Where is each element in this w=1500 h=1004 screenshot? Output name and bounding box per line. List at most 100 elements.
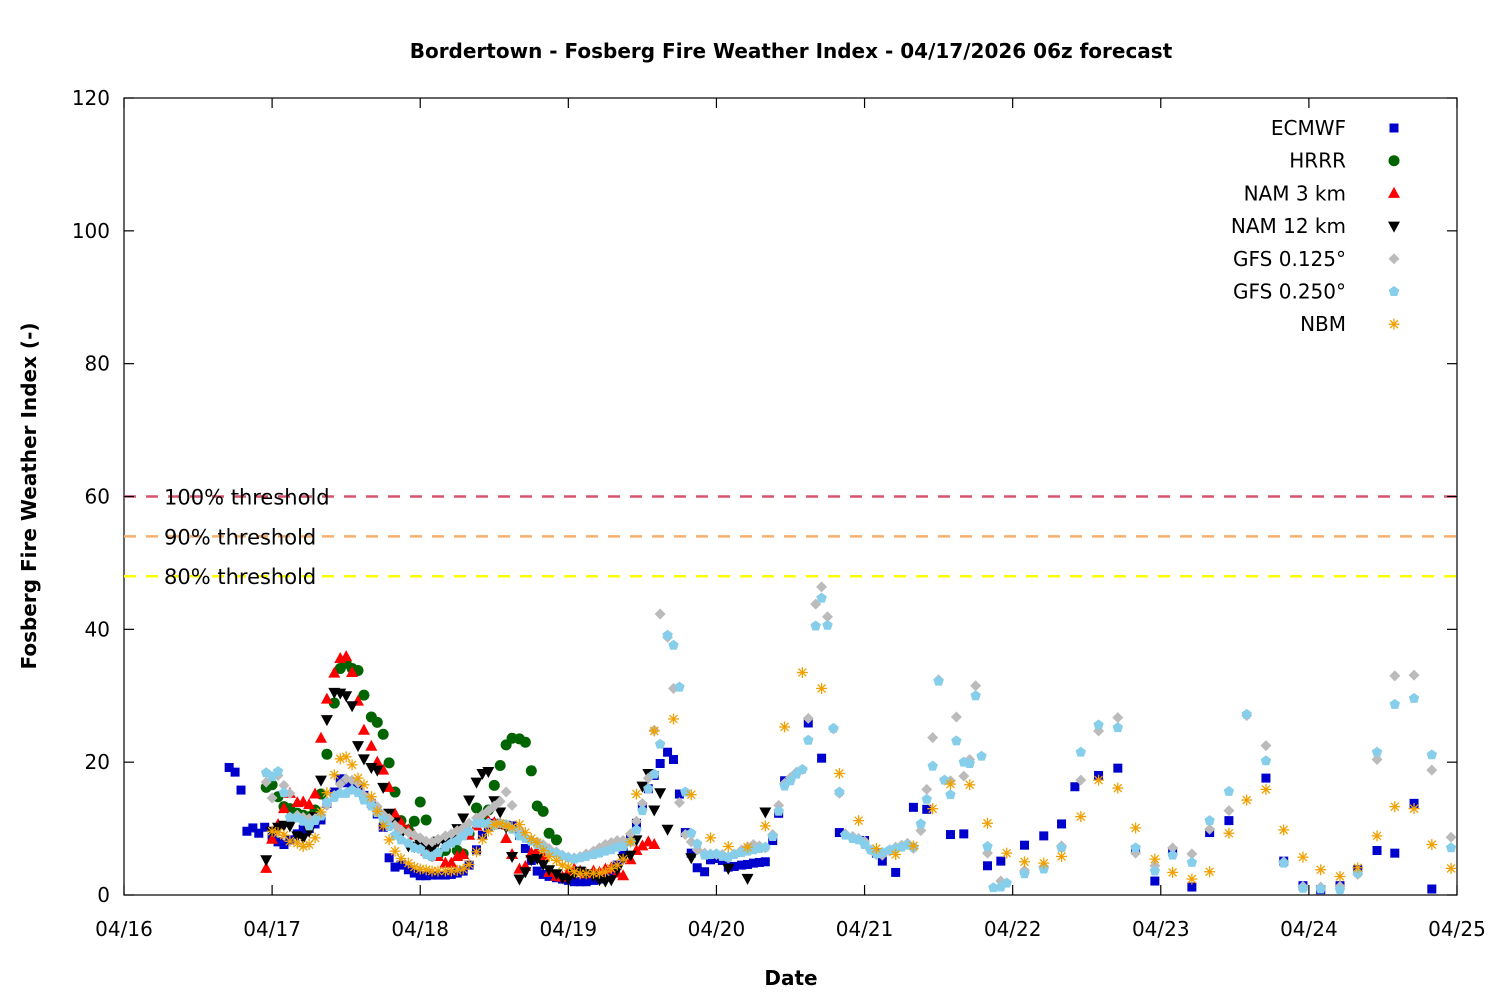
data-point (1093, 774, 1105, 786)
data-point (1223, 785, 1235, 796)
data-point (334, 778, 346, 790)
asterisk-stroke (1316, 865, 1326, 875)
data-point (291, 837, 303, 849)
data-point (1038, 857, 1050, 869)
data-point (877, 856, 887, 866)
asterisk-stroke (409, 862, 419, 872)
data-point (384, 853, 394, 863)
data-point (759, 820, 771, 832)
x-tick-label: 04/19 (540, 917, 598, 941)
data-point (816, 592, 827, 603)
asterisk-stroke (472, 847, 481, 857)
asterisk-stroke (632, 789, 641, 799)
data-point (674, 681, 685, 692)
y-axis-ticks: 0 20 40 60 80 100 120 (72, 86, 1457, 907)
data-point (236, 785, 246, 795)
data-point (537, 859, 550, 871)
data-point (890, 848, 902, 860)
data-point (266, 832, 279, 844)
data-point (1001, 877, 1012, 888)
legend-label-nbm: NBM (1300, 312, 1346, 336)
data-point (1056, 850, 1068, 862)
asterisk-stroke (797, 668, 807, 677)
threshold-lines: 100% threshold 90% threshold 80% threshold (124, 486, 1457, 589)
data-point (346, 701, 359, 713)
data-point (939, 774, 950, 785)
data-point (668, 755, 678, 765)
asterisk-stroke (891, 850, 901, 859)
data-point (550, 854, 562, 866)
asterisk-stroke (965, 780, 975, 790)
series-gfs-0-250 (260, 592, 1457, 895)
data-point (569, 877, 579, 887)
data-point (1278, 857, 1289, 868)
asterisk-stroke (569, 867, 579, 877)
data-point (828, 722, 839, 733)
data-point (314, 775, 327, 787)
data-point (357, 723, 370, 735)
data-point (562, 874, 575, 886)
asterisk-stroke (1335, 871, 1345, 881)
data-point (371, 716, 383, 728)
data-point (1371, 754, 1383, 766)
data-point (1039, 831, 1049, 841)
data-point (722, 863, 735, 875)
x-axis-label: Date (764, 966, 817, 990)
data-point (636, 797, 648, 809)
data-point (580, 868, 592, 880)
data-point (927, 732, 939, 744)
data-point (346, 666, 359, 678)
y-tick-label: 20 (85, 750, 110, 774)
x-tick-label: 04/18 (391, 917, 449, 941)
data-point (816, 581, 828, 593)
legend-marker-ecmwf (1389, 123, 1399, 133)
data-point (822, 611, 834, 623)
threshold-label: 100% threshold (164, 486, 330, 510)
asterisk-stroke (526, 834, 536, 843)
data-point (1389, 670, 1401, 682)
asterisk-stroke (1131, 823, 1141, 833)
data-point (581, 877, 591, 887)
data-point (648, 725, 660, 737)
data-point (667, 713, 679, 725)
data-point (1223, 827, 1235, 839)
data-point (395, 852, 407, 864)
data-point (922, 804, 932, 814)
data-point (1426, 764, 1438, 776)
y-tick-label: 100 (72, 219, 110, 243)
data-point (988, 882, 999, 893)
data-point (654, 788, 667, 800)
data-point (921, 783, 933, 795)
series-layer (224, 581, 1457, 895)
data-point (371, 805, 383, 817)
asterisk-stroke (743, 842, 752, 852)
asterisk-stroke (563, 862, 573, 872)
asterisk-stroke (515, 820, 524, 830)
data-point (686, 827, 697, 838)
asterisk-stroke (595, 868, 604, 878)
data-point (605, 862, 617, 874)
series-nbm (266, 667, 1457, 885)
data-point (550, 869, 563, 881)
data-point (420, 814, 432, 826)
legend-marker-gfs-0-250 (1388, 286, 1400, 296)
data-point (284, 835, 296, 847)
data-point (320, 692, 333, 704)
data-point (383, 757, 395, 769)
data-point (328, 697, 340, 709)
asterisk-stroke (686, 790, 696, 800)
data-point (1352, 862, 1364, 874)
data-point (630, 815, 642, 827)
data-point (1315, 864, 1327, 876)
asterisk-stroke (520, 828, 530, 837)
asterisk-stroke (353, 773, 363, 783)
data-point (1167, 866, 1179, 878)
data-point (630, 788, 642, 800)
data-point (748, 858, 758, 868)
data-point (321, 796, 333, 807)
asterisk-stroke (557, 860, 567, 870)
asterisk-stroke (581, 869, 591, 879)
threshold-label: 90% threshold (164, 525, 316, 549)
data-point (248, 823, 258, 833)
